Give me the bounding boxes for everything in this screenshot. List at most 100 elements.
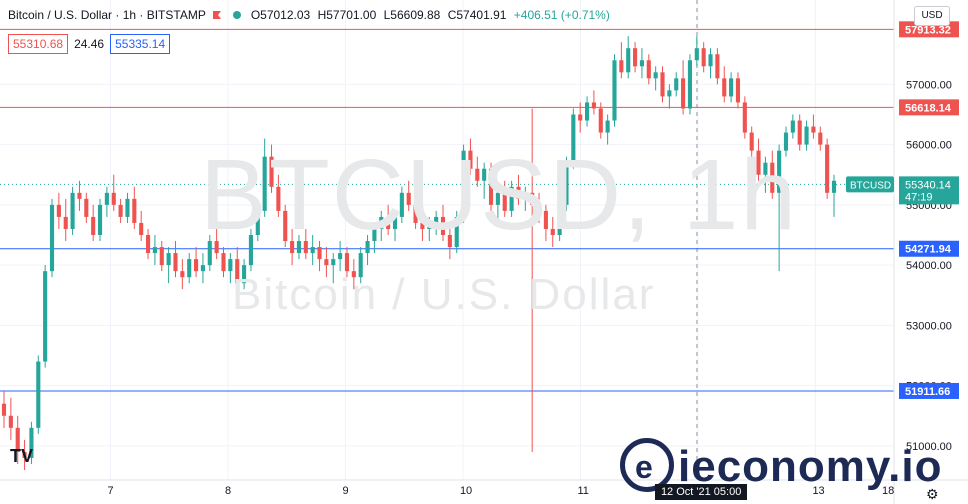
watermark-name: Bitcoin / U.S. Dollar (232, 270, 656, 319)
time-tick-label: 7 (107, 485, 113, 497)
candle-body (84, 198, 89, 217)
candle-body (633, 48, 638, 67)
candle (77, 180, 82, 211)
candle (475, 156, 480, 187)
countdown-label: 47:19 (905, 191, 933, 203)
candle-body (159, 247, 164, 266)
candle (262, 138, 267, 217)
candle (180, 259, 185, 290)
candle (214, 228, 219, 260)
candle-body (406, 192, 411, 205)
candle (804, 120, 809, 151)
candle (509, 180, 514, 217)
candle-body (447, 235, 452, 248)
candle-body (166, 253, 171, 266)
ieconomy-ring-icon: e (620, 438, 674, 492)
candle-body (434, 216, 439, 223)
candle (296, 235, 302, 260)
candle (811, 114, 816, 139)
candle (653, 66, 658, 91)
candle-body (694, 48, 699, 61)
candle-body (235, 259, 240, 284)
candle (242, 259, 247, 290)
candle-body (262, 156, 267, 211)
candle-body (214, 241, 219, 254)
candle (674, 72, 679, 97)
candle-body (152, 247, 157, 254)
candle-body (22, 451, 27, 458)
candle-body (681, 78, 686, 109)
candle (660, 66, 665, 103)
candle-body (70, 192, 75, 229)
candle (173, 241, 178, 278)
candle (434, 210, 439, 235)
candle (125, 192, 130, 223)
time-tick-label: 8 (225, 485, 231, 497)
candle-body (200, 265, 205, 272)
candle-body (550, 228, 555, 235)
price-tick-label: 51000.00 (906, 441, 952, 453)
candle-body (804, 126, 809, 145)
candle-body (139, 222, 144, 235)
candle (825, 138, 830, 199)
candle-body (221, 253, 226, 272)
candle-body (578, 114, 583, 121)
candle (338, 241, 343, 272)
candle (104, 186, 109, 217)
candle-body (269, 156, 274, 187)
candle (118, 198, 123, 223)
time-tick-label: 10 (460, 485, 472, 497)
candle (427, 216, 432, 242)
candle-body (475, 168, 480, 181)
candle-body (557, 204, 562, 235)
candle (495, 186, 500, 223)
currency-button[interactable]: USD (914, 6, 950, 26)
candle-body (56, 204, 61, 217)
settings-gear-icon[interactable]: ⚙ (926, 486, 939, 502)
candle-body (763, 162, 768, 175)
candle (43, 265, 48, 368)
close-value: C57401.91 (447, 8, 507, 22)
candle (324, 247, 329, 278)
candle (276, 174, 281, 217)
flag-icon[interactable] (212, 10, 223, 21)
candle-body (125, 198, 130, 217)
candle (49, 198, 55, 278)
tradingview-logo-icon[interactable]: TV (10, 446, 34, 466)
candle (70, 186, 75, 235)
candle-body (660, 72, 665, 97)
candle (605, 114, 610, 145)
candle (290, 228, 295, 266)
sell-button[interactable]: 55310.68 (8, 34, 69, 54)
candle (132, 186, 137, 229)
candle-body (324, 259, 329, 266)
candle-body (585, 102, 590, 121)
symbol-title[interactable]: Bitcoin / U.S. Dollar · 1h · BITSTAMP (8, 8, 206, 22)
high-value: H57701.00 (317, 8, 377, 22)
level-price-badge (899, 99, 959, 116)
candle (763, 156, 768, 193)
candle (399, 186, 404, 223)
candle (612, 54, 617, 127)
candle-body (29, 427, 34, 458)
candle-body (639, 60, 644, 67)
candle (365, 235, 370, 266)
candle-body (715, 54, 720, 79)
candle (413, 192, 418, 229)
symbol-header: Bitcoin / U.S. Dollar · 1h · BITSTAMP O5… (8, 8, 614, 22)
candle (145, 228, 151, 260)
change-value: +406.51 (+0.71%) (513, 8, 610, 22)
candle (15, 415, 20, 464)
symbol-badge (846, 176, 894, 193)
price-tick-label: 57000.00 (906, 79, 952, 91)
candle-body (811, 126, 816, 133)
candle-body (729, 78, 734, 97)
candle (639, 48, 644, 79)
candle (63, 198, 68, 242)
candle-body (626, 48, 631, 73)
ieconomy-watermark-logo: e ieconomy.io (620, 438, 960, 502)
last-price-label: 55340.14 (905, 179, 951, 191)
buy-button[interactable]: 55335.14 (110, 34, 171, 54)
candle-body (276, 186, 281, 211)
